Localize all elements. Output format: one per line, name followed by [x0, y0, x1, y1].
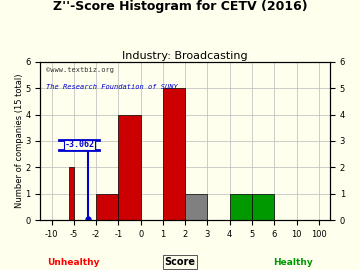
Title: Industry: Broadcasting: Industry: Broadcasting [122, 51, 248, 61]
Bar [96, 194, 118, 220]
Text: The Research Foundation of SUNY: The Research Foundation of SUNY [46, 84, 178, 90]
Text: ©www.textbiz.org: ©www.textbiz.org [46, 67, 114, 73]
Bar [230, 194, 252, 220]
Bar [69, 167, 74, 220]
Text: -3.062: -3.062 [64, 140, 94, 149]
Y-axis label: Number of companies (15 total): Number of companies (15 total) [15, 74, 24, 208]
Text: Z''-Score Histogram for CETV (2016): Z''-Score Histogram for CETV (2016) [53, 0, 307, 13]
Bar [118, 114, 141, 220]
Text: Healthy: Healthy [274, 258, 313, 267]
Bar [163, 88, 185, 220]
Text: Score: Score [165, 257, 195, 267]
Bar [252, 194, 274, 220]
Text: Unhealthy: Unhealthy [47, 258, 99, 267]
Bar [185, 194, 207, 220]
